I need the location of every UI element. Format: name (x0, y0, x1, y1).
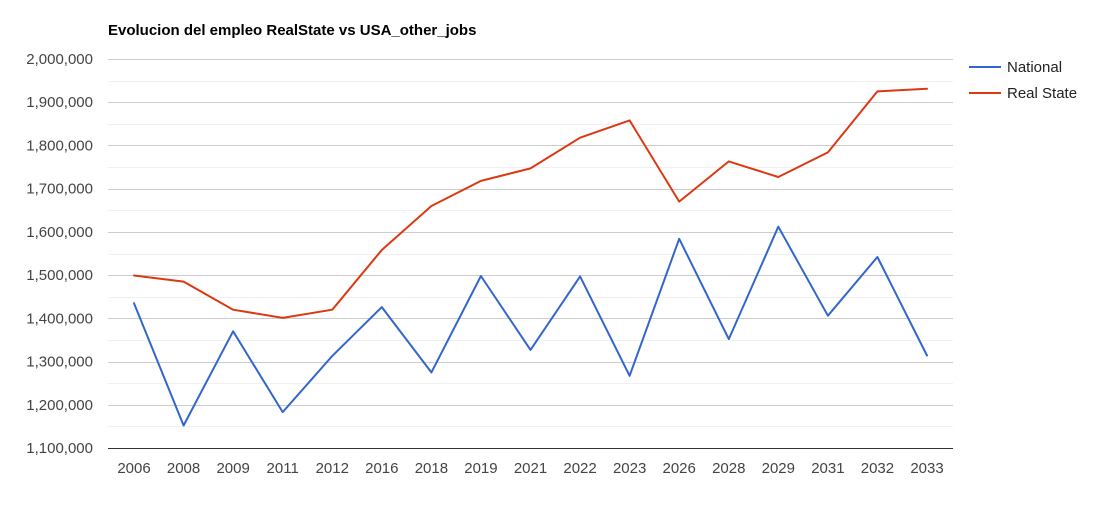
legend-entry-real-state: Real State (1007, 85, 1077, 102)
y-tick-label: 1,700,000 (26, 181, 93, 198)
y-tick-label: 1,800,000 (26, 137, 93, 154)
y-tick-label: 1,500,000 (26, 267, 93, 284)
x-tick-label: 2012 (316, 460, 349, 477)
x-tick-label: 2008 (167, 460, 200, 477)
x-tick-label: 2026 (663, 460, 696, 477)
legend: National Real State (969, 59, 1077, 102)
gridlines (108, 59, 953, 449)
y-tick-label: 1,400,000 (26, 310, 93, 327)
y-tick-label: 1,300,000 (26, 354, 93, 371)
x-tick-label: 2033 (910, 460, 943, 477)
x-tick-label: 2006 (117, 460, 150, 477)
series-line-national (133, 225, 928, 427)
y-tick-label: 1,600,000 (26, 224, 93, 241)
x-tick-label: 2028 (712, 460, 745, 477)
chart-title: Evolucion del empleo RealState vs USA_ot… (108, 22, 476, 39)
legend-entry-national: National (1007, 59, 1062, 76)
series-line-real-state (133, 87, 928, 319)
y-tick-label: 1,900,000 (26, 94, 93, 111)
y-tick-label: 2,000,000 (26, 51, 93, 68)
x-tick-label: 2031 (811, 460, 844, 477)
x-tick-label: 2019 (464, 460, 497, 477)
axes: 1,100,000 1,200,000 1,300,000 1,400,000 1,50… (26, 51, 943, 477)
series-lines (133, 87, 928, 427)
y-tick-label: 1,100,000 (26, 440, 93, 457)
x-tick-label: 2032 (861, 460, 894, 477)
x-tick-label: 2009 (216, 460, 249, 477)
x-tick-label: 2023 (613, 460, 646, 477)
x-tick-label: 2016 (365, 460, 398, 477)
x-tick-label: 2029 (762, 460, 795, 477)
x-tick-label: 2018 (415, 460, 448, 477)
x-tick-label: 2011 (267, 460, 299, 477)
x-tick-label: 2021 (514, 460, 547, 477)
x-tick-label: 2022 (563, 460, 596, 477)
y-tick-label: 1,200,000 (26, 397, 93, 414)
